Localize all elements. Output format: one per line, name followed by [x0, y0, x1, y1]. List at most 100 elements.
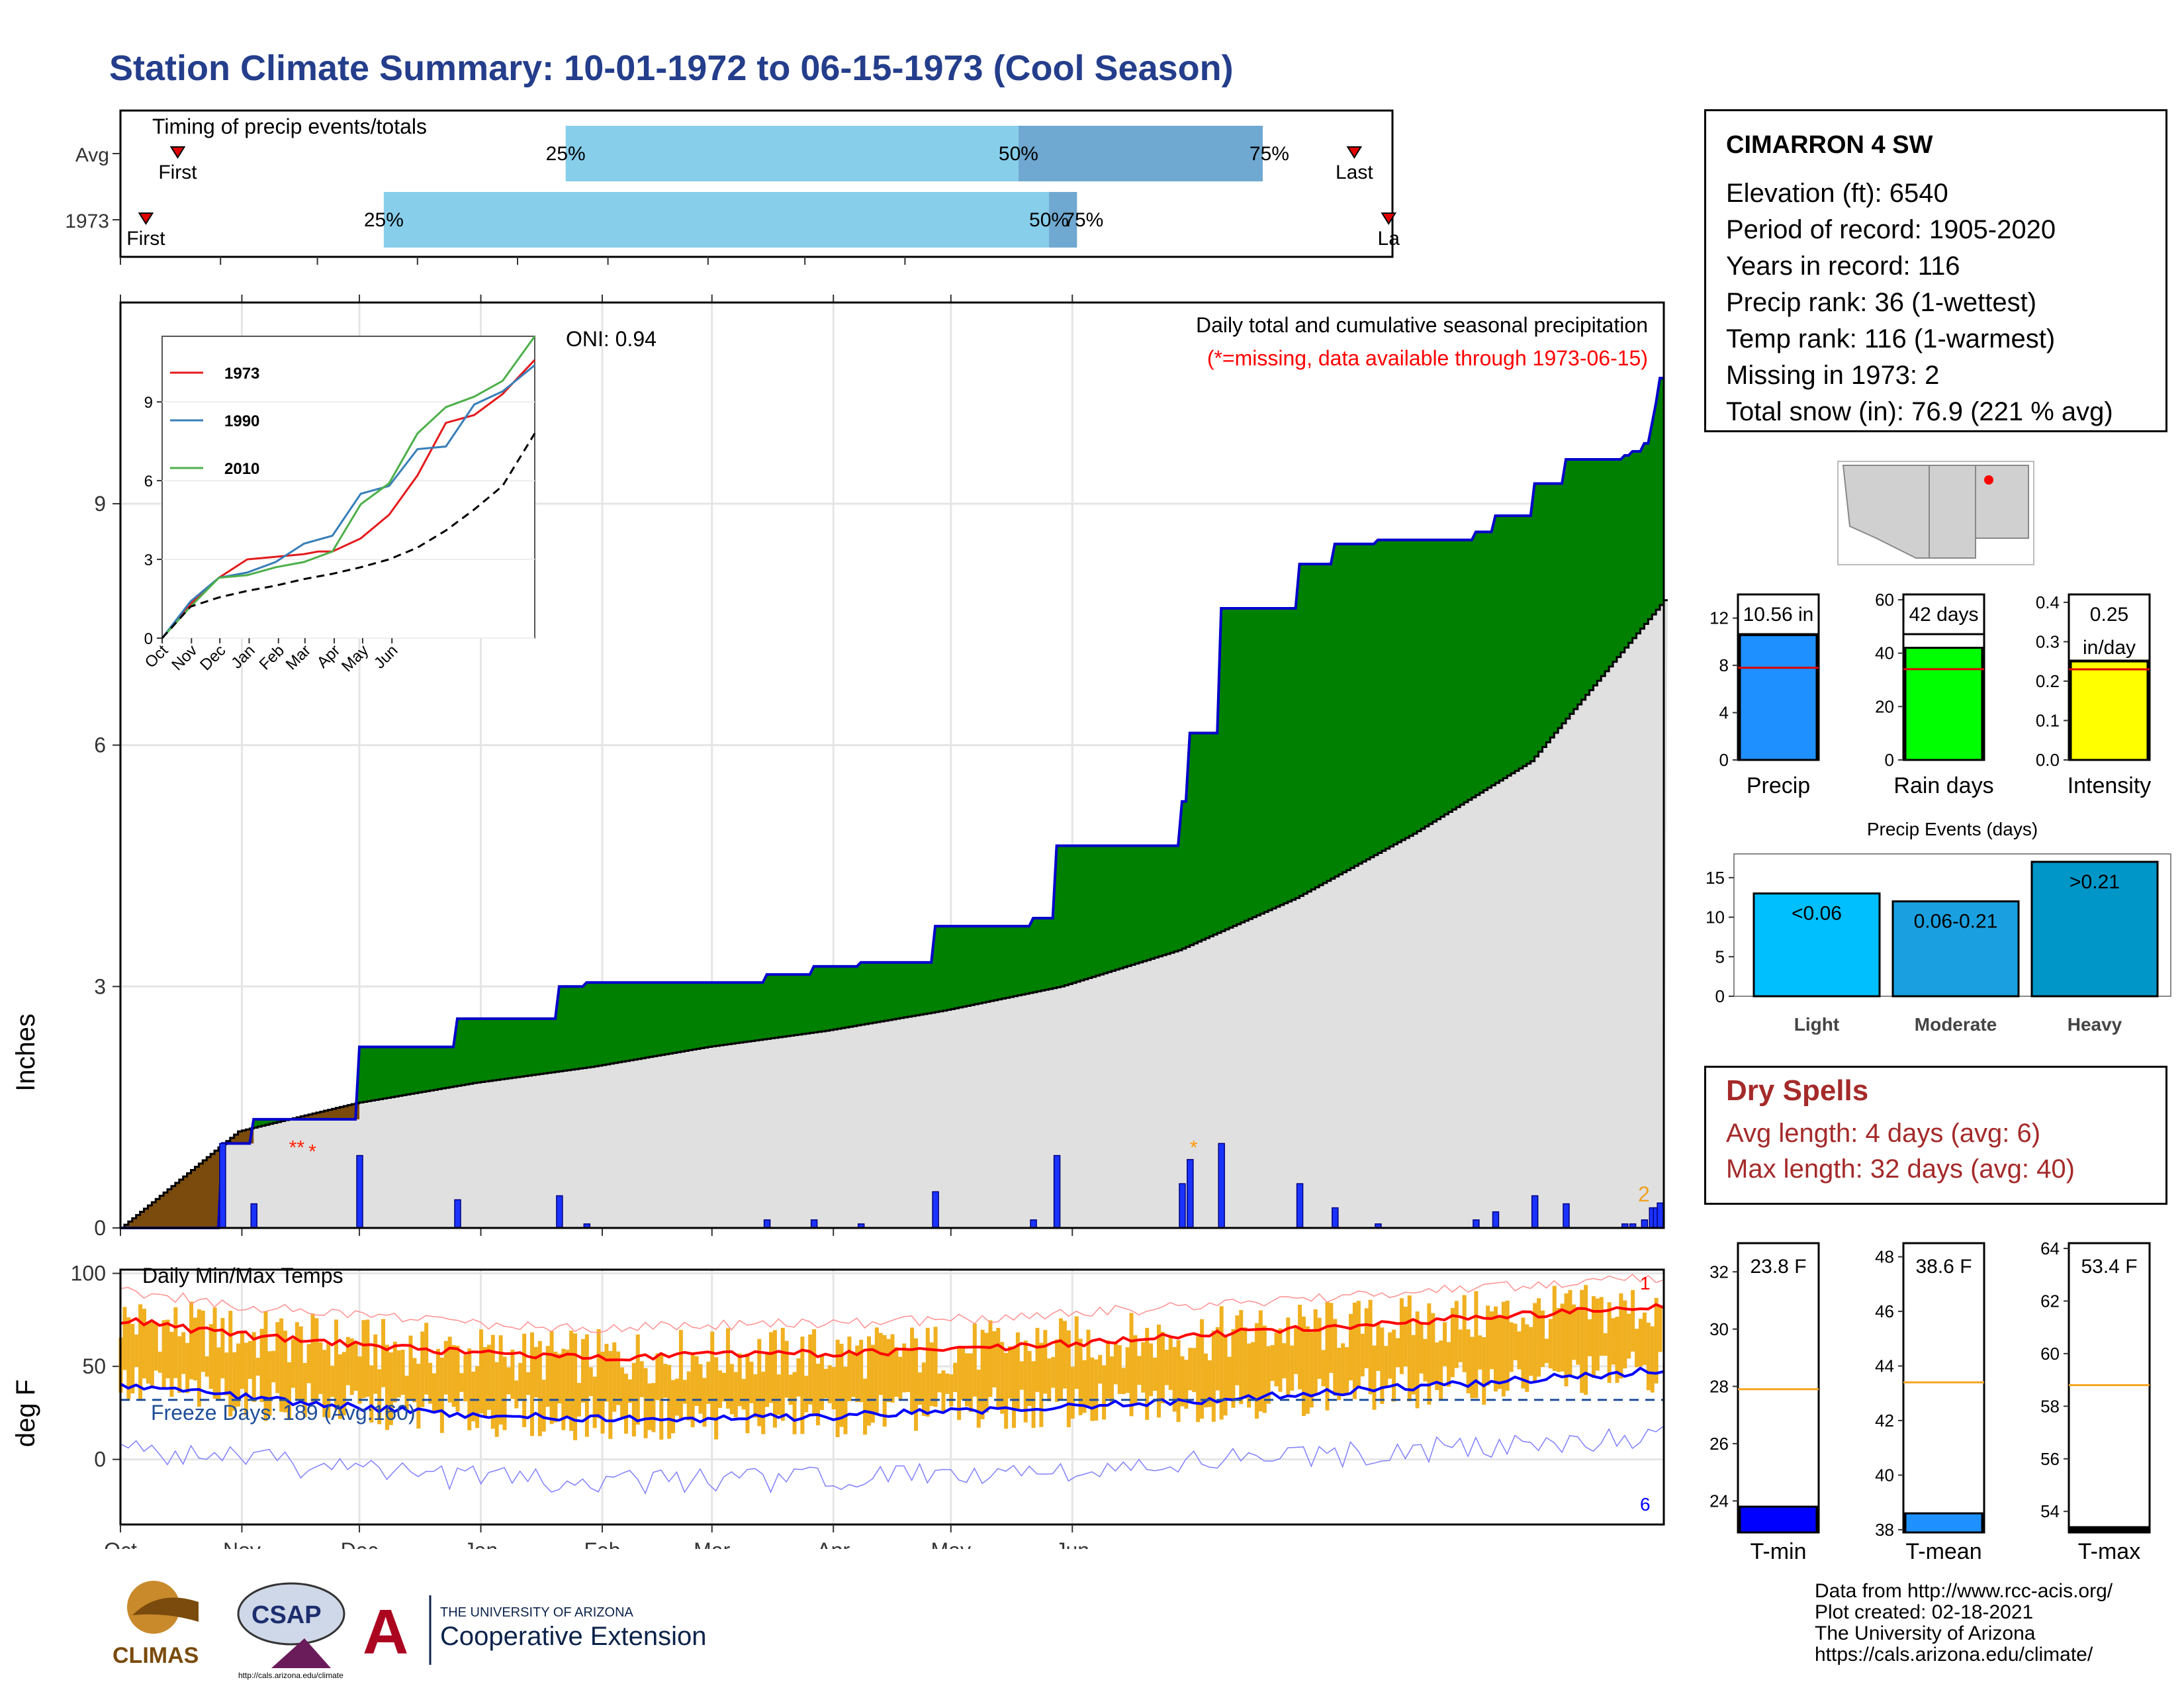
inset-x-tick-label: Feb	[256, 641, 288, 673]
daily-temp-bar	[576, 1383, 581, 1417]
daily-temp-bar	[412, 1358, 417, 1403]
daily-temp-bar	[910, 1327, 915, 1414]
daily-temp-bar	[1086, 1329, 1091, 1406]
daily-temp-bar	[663, 1364, 668, 1398]
daily-temp-bar	[573, 1333, 578, 1440]
daily-temp-bar	[733, 1372, 738, 1418]
station-name: CIMARRON 4 SW	[1726, 131, 1933, 159]
tmax-frame	[2068, 1242, 2151, 1534]
tmax-y-tick-label: 56	[2040, 1449, 2060, 1469]
daily-temp-bar	[1341, 1343, 1345, 1396]
events-title: Precip Events (days)	[1867, 819, 2038, 839]
daily-temp-bar	[1399, 1298, 1404, 1374]
intensity-y-tick-label: 0.4	[2036, 592, 2060, 612]
daily-temp-bar	[424, 1323, 429, 1395]
daily-temp-bar	[745, 1353, 750, 1434]
precip-bar-panel: 0 4 8 12 10.56 in Precip	[1709, 593, 1820, 798]
daily-precip-bar	[1030, 1219, 1037, 1229]
daily-temp-bar	[1051, 1356, 1056, 1388]
daily-temp-bar	[1078, 1338, 1083, 1415]
daily-precip-bar	[250, 1203, 257, 1229]
tmax-bar-panel: 54 56 58 60 62 64 53.4 F T-max	[2040, 1239, 2151, 1564]
daily-temp-bar	[1470, 1336, 1475, 1399]
daily-temp-bar	[686, 1371, 691, 1421]
daily-temp-bar	[1090, 1357, 1095, 1421]
daily-temp-bar	[475, 1366, 480, 1429]
daily-temp-bar	[1133, 1335, 1138, 1405]
inset-x-tick-label: Jan	[228, 641, 258, 672]
daily-temp-bar	[404, 1376, 409, 1410]
daily-temp-bar	[1301, 1316, 1306, 1417]
daily-temp-bar	[627, 1379, 632, 1403]
daily-precip-bar	[1053, 1154, 1061, 1229]
daily-precip-bar	[1218, 1143, 1225, 1229]
daily-temp-bar	[1219, 1306, 1224, 1420]
first-event-marker	[169, 146, 186, 159]
daily-temp-bar	[957, 1346, 962, 1421]
timing-pct-label: 25%	[546, 143, 586, 165]
daily-temp-bar	[800, 1336, 805, 1434]
tmax-value-bar	[2070, 1526, 2149, 1534]
precip-y-tick-label: 12	[1709, 608, 1729, 628]
last-event-label: La	[1378, 228, 1400, 250]
daily-temp-bar	[1568, 1289, 1572, 1376]
events-bar	[1752, 892, 1881, 998]
timing-bar-50-75	[1018, 126, 1263, 181]
daily-temp-bar	[1458, 1329, 1463, 1362]
tmax-y-tick-label: 54	[2040, 1501, 2060, 1521]
month-label: Feb	[584, 1538, 620, 1549]
daily-precip-bar	[763, 1219, 771, 1229]
daily-temp-bar	[1070, 1366, 1075, 1419]
daily-temp-bar	[1153, 1357, 1158, 1391]
daily-temp-bar	[150, 1322, 154, 1388]
daily-temp-bar	[674, 1378, 679, 1416]
daily-temp-bar	[1380, 1327, 1385, 1404]
timing-pct-label: 75%	[1064, 209, 1103, 231]
daily-temp-bar	[357, 1356, 362, 1404]
events-y-tick-label: 0	[1715, 986, 1725, 1006]
daily-temp-bar	[1239, 1310, 1244, 1404]
daily-temp-bar	[823, 1368, 828, 1399]
daily-temp-bar	[1517, 1331, 1522, 1370]
daily-temp-bar	[1168, 1335, 1173, 1390]
daily-temp-bar	[1251, 1342, 1255, 1397]
tmax-value-label: 53.4 F	[2081, 1256, 2137, 1278]
daily-temp-bar	[1082, 1360, 1087, 1413]
daily-temp-bar	[1274, 1333, 1279, 1387]
daily-temp-bar	[1423, 1338, 1428, 1382]
daily-temp-bar	[1290, 1345, 1295, 1391]
daily-temp-bar	[1497, 1317, 1502, 1389]
daily-temp-bar	[937, 1373, 942, 1393]
daily-temp-bar	[224, 1352, 229, 1395]
daily-temp-bar	[557, 1354, 562, 1404]
temp-count-bottom: 6	[1640, 1494, 1651, 1515]
precip-title: Precip	[1747, 773, 1810, 798]
month-label: Dec	[341, 1538, 379, 1549]
daily-temp-bar	[443, 1340, 448, 1395]
daily-temp-bar	[968, 1353, 973, 1412]
temp-y-tick-label: 0	[94, 1448, 106, 1472]
daily-temp-bar	[710, 1331, 715, 1420]
daily-temp-bar	[1011, 1346, 1016, 1429]
precip-annotation: Daily total and cumulative seasonal prec…	[1196, 313, 1648, 337]
precip-value-label: 10.56 in	[1743, 604, 1814, 626]
daily-temp-bar	[1125, 1347, 1130, 1393]
daily-temp-bar	[866, 1336, 871, 1426]
tmin-title: T-min	[1751, 1539, 1807, 1564]
raindays-y-tick-label: 0	[1885, 750, 1894, 770]
daily-temp-bar	[553, 1351, 558, 1423]
daily-temp-bar	[193, 1317, 197, 1381]
daily-precip-bar	[1179, 1183, 1186, 1229]
daily-temp-bar	[737, 1353, 742, 1407]
daily-temp-bar	[1345, 1347, 1349, 1396]
month-label: Apr	[817, 1538, 850, 1549]
daily-temp-bar	[1576, 1309, 1580, 1365]
daily-temp-bar	[506, 1367, 511, 1395]
csap-logo: CSAP http://cals.arizona.edu/climate	[237, 1582, 345, 1680]
daily-temp-bar	[165, 1319, 170, 1379]
daily-temp-bar	[1635, 1329, 1639, 1368]
events-y-tick-label: 10	[1706, 908, 1725, 927]
daily-temp-bar	[486, 1344, 491, 1410]
daily-temp-bar	[1521, 1317, 1525, 1389]
events-bar	[2030, 861, 2159, 998]
